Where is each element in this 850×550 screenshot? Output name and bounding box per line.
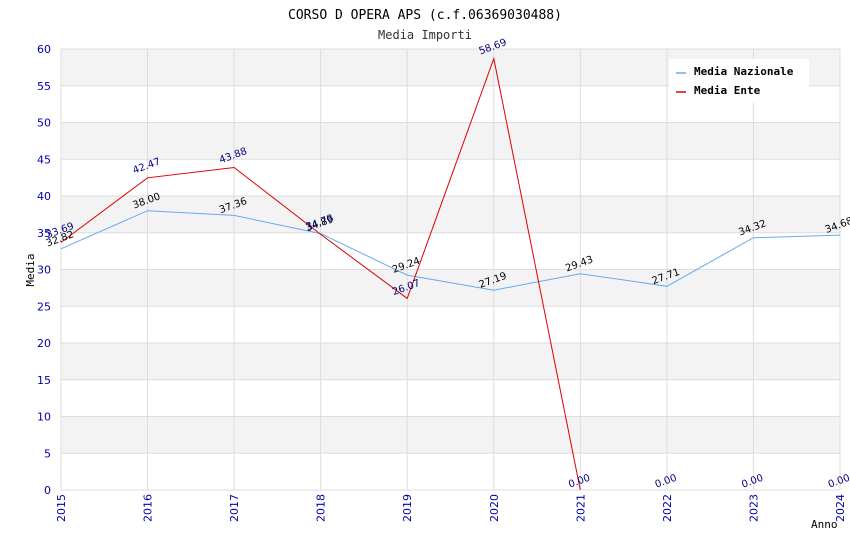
- series-line-nazionale: [60, 210, 841, 291]
- y-tick-label: 20: [37, 337, 51, 350]
- y-tick-label: 10: [37, 411, 51, 424]
- y-tick-label: 60: [37, 43, 51, 56]
- y-tick-label: 25: [37, 300, 51, 313]
- plot-band: [61, 269, 840, 307]
- x-tick-label: 2015: [55, 494, 68, 522]
- series-lines: [60, 56, 841, 491]
- x-tick-label: 2021: [574, 494, 587, 522]
- y-axis-ticks: 0 5 10 15 20 25 30 35 40 45 50 55 60: [37, 43, 51, 497]
- x-axis-ticks: 2015 2016 2017 2018 2019 2020 2021 2022 2023 2024: [55, 494, 847, 522]
- legend: Media Nazionale Media Ente: [669, 59, 809, 103]
- legend-box: [669, 59, 809, 103]
- x-tick-label: 2022: [661, 494, 674, 522]
- plot-band: [61, 232, 840, 270]
- plot-band: [61, 306, 840, 343]
- chart-subtitle: Media Importi: [378, 28, 472, 42]
- y-tick-label: 15: [37, 374, 51, 387]
- plot-band: [61, 416, 840, 454]
- plot-band: [61, 122, 840, 160]
- y-axis-title: Media: [24, 253, 37, 286]
- series-line-ente: [60, 56, 581, 491]
- plot-band: [61, 196, 840, 233]
- chart-title: CORSO D OPERA APS (c.f.06369030488): [288, 8, 562, 23]
- plot-band: [61, 343, 840, 380]
- gridlines: [60, 48, 841, 491]
- y-tick-label: 40: [37, 190, 51, 203]
- x-tick-label: 2024: [834, 494, 847, 522]
- y-tick-label: 5: [44, 447, 51, 460]
- plot-band: [61, 453, 840, 490]
- legend-label-nazionale: Media Nazionale: [694, 65, 794, 78]
- x-tick-label: 2017: [228, 494, 241, 522]
- x-axis-title: Anno: [811, 518, 838, 531]
- y-tick-label: 0: [44, 484, 51, 497]
- x-tick-label: 2020: [488, 494, 501, 522]
- y-tick-label: 35: [37, 227, 51, 240]
- y-tick-label: 45: [37, 153, 51, 166]
- x-tick-label: 2019: [401, 494, 414, 522]
- x-tick-label: 2023: [747, 494, 760, 522]
- plot-bands: [61, 49, 840, 490]
- legend-label-ente: Media Ente: [694, 84, 761, 97]
- y-tick-label: 50: [37, 117, 51, 130]
- plot-band: [61, 379, 840, 417]
- y-tick-label: 30: [37, 264, 51, 277]
- y-tick-label: 55: [37, 80, 51, 93]
- x-tick-label: 2016: [142, 494, 155, 522]
- x-tick-label: 2018: [315, 494, 328, 522]
